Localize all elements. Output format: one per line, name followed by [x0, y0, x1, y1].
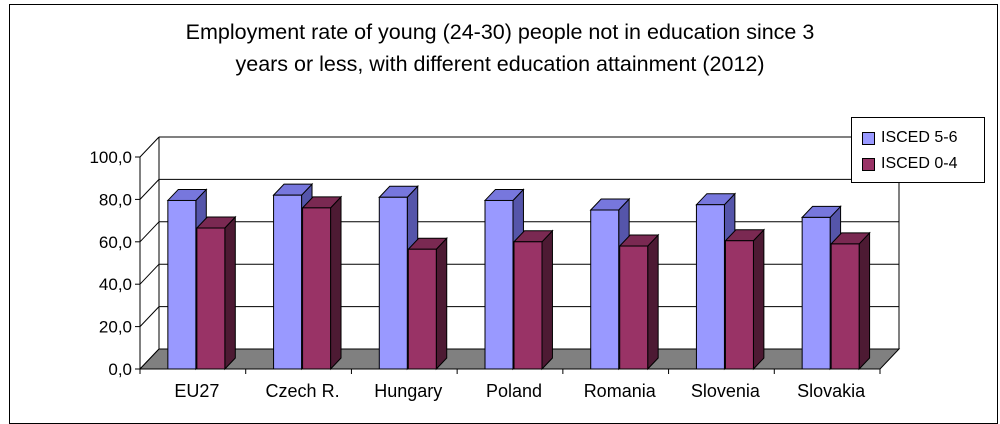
bar-series-1-3 — [484, 199, 514, 370]
legend-item-series-1: ISCED 5-6 — [862, 127, 957, 149]
y-tick-label: 80,0 — [99, 190, 132, 209]
gridline-side — [139, 179, 160, 200]
y-tick-label: 100,0 — [89, 148, 132, 167]
bar-series-2-3-side — [541, 229, 553, 371]
x-category-label: EU27 — [174, 381, 219, 401]
legend: ISCED 5-6 ISCED 0-4 — [851, 117, 985, 183]
bar-series-2-5-side — [752, 228, 765, 371]
bar-series-2-6 — [830, 243, 860, 370]
legend-item-series-2: ISCED 0-4 — [862, 153, 957, 175]
x-category-label: Romania — [584, 381, 657, 401]
bar-series-1-0 — [167, 199, 197, 370]
bar-series-1-4 — [590, 209, 620, 370]
x-category-label: Slovakia — [797, 381, 866, 401]
legend-label-series-2: ISCED 0-4 — [881, 155, 958, 172]
y-tick-label: 40,0 — [99, 275, 132, 294]
chart-title: Employment rate of young (24-30) people … — [0, 16, 1000, 80]
bar-series-2-3 — [513, 241, 543, 370]
bar-series-2-4-side — [647, 233, 659, 371]
x-category-label: Hungary — [374, 381, 442, 401]
y-tick-label: 60,0 — [99, 233, 132, 252]
chart-title-line-1: Employment rate of young (24-30) people … — [185, 20, 815, 44]
chart-title-line-2: years or less, with different education … — [235, 52, 765, 76]
bar-series-2-0 — [196, 227, 226, 370]
y-tick-label: 0,0 — [108, 360, 132, 379]
bar-series-1-5 — [695, 204, 725, 370]
x-category-label: Slovenia — [691, 381, 761, 401]
x-category-label: Poland — [486, 381, 542, 401]
bar-series-1-2 — [378, 196, 408, 370]
bar-series-2-5 — [724, 240, 754, 370]
bar-series-2-1-side — [330, 195, 342, 371]
bar-series-2-4 — [619, 245, 649, 370]
gridline-side — [139, 136, 160, 158]
plot-area: 0,0 20,0 40,0 60,0 80,0 100,0 EU27 Czech R. Hung… — [89, 136, 901, 401]
legend-swatch-series-1 — [862, 131, 875, 145]
y-tick-label: 20,0 — [99, 318, 132, 337]
chart-svg: 0,0 20,0 40,0 60,0 80,0 100,0 EU27 Czech R. Hung… — [89, 136, 901, 401]
bar-series-2-6-side — [858, 231, 871, 371]
bar-series-2-2 — [407, 248, 437, 370]
gridline-side — [139, 221, 160, 243]
bar-series-2-1 — [302, 207, 332, 370]
bar-series-1-6 — [801, 216, 831, 370]
bar-series-1-1 — [273, 194, 303, 370]
legend-label-series-1: ISCED 5-6 — [881, 129, 958, 146]
bar-series-2-2-side — [435, 236, 448, 371]
bar-series-2-0-side — [224, 215, 236, 371]
gridline-side — [139, 263, 160, 285]
legend-swatch-series-2 — [862, 157, 875, 171]
gridline-side — [139, 306, 160, 327]
x-category-label: Czech R. — [266, 381, 340, 401]
